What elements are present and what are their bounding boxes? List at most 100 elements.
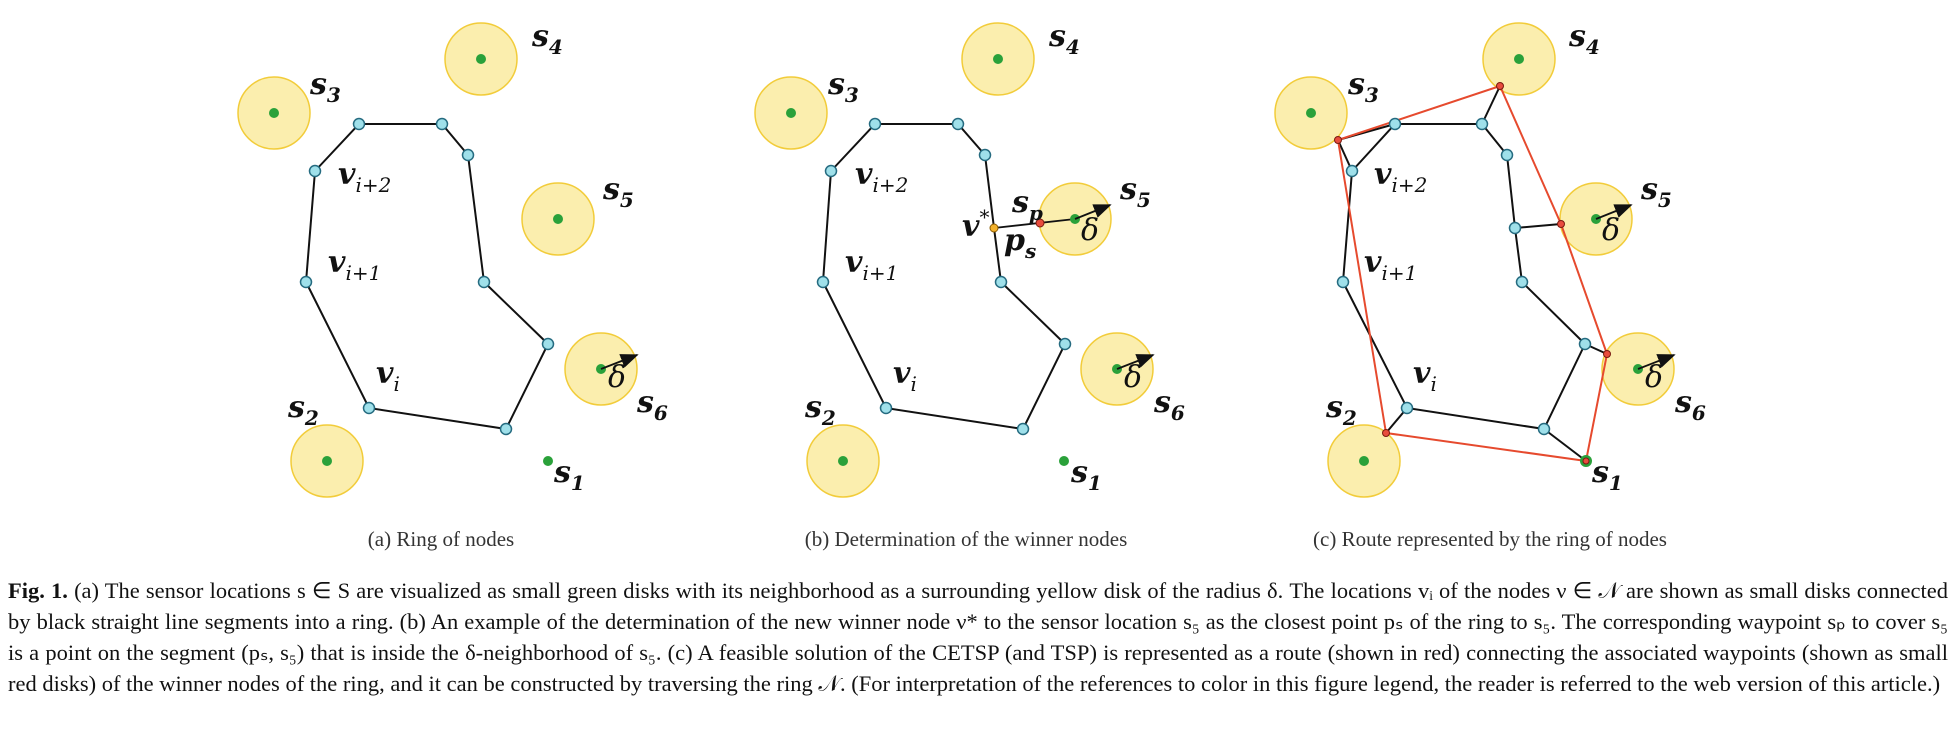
sensor-neighborhoods	[754, 22, 1154, 498]
sensor-points	[269, 54, 606, 466]
sensor-dot-s2	[1359, 456, 1369, 466]
sensor-points	[786, 54, 1122, 466]
label-s6: s6	[1674, 385, 1706, 425]
waypoint-s5	[1557, 220, 1565, 228]
waypoint-s1	[1582, 457, 1590, 465]
sensor-dot-s2	[322, 456, 332, 466]
delta-radius-arrow	[600, 354, 639, 370]
label-s5: s5	[1640, 172, 1672, 212]
ring-node-vi1	[816, 275, 830, 289]
label-v-star: v*	[962, 205, 989, 244]
label-v-i: vi	[376, 356, 400, 396]
sensor-dot-s3	[786, 108, 796, 118]
panel-a-ring-of-nodes: s3 s4 s5 s6 s2 s1 vi+2 vi+1 vi δ (a) Rin…	[237, 19, 668, 551]
ring-node-vi2	[308, 164, 322, 178]
ring-node	[1500, 148, 1514, 162]
label-s5: s5	[602, 172, 634, 212]
ring-node	[1475, 117, 1489, 131]
waypoint-s2	[1382, 429, 1390, 437]
ring-node	[951, 117, 965, 131]
waypoint-s4	[1496, 82, 1504, 90]
label-v-i2: vi+2	[338, 157, 391, 197]
winner-node-v-star	[989, 223, 999, 233]
label-v-i2: vi+2	[855, 157, 908, 197]
label-s4: s4	[531, 19, 563, 59]
ring-node	[1537, 422, 1551, 436]
ring-node	[352, 117, 366, 131]
sensor-dot-s4	[993, 54, 1003, 64]
delta-radius-arrow-s6	[1637, 354, 1676, 370]
ring-node	[1388, 117, 1402, 131]
ring-node	[1508, 221, 1522, 235]
caption-lead: Fig. 1.	[8, 578, 68, 603]
label-v-i1: vi+1	[1364, 245, 1417, 285]
label-delta: δ	[608, 360, 626, 395]
subcaption-c: (c) Route represented by the ring of nod…	[1313, 527, 1667, 551]
label-s1: s1	[553, 455, 585, 495]
label-v-i: vi	[893, 356, 917, 396]
label-s6: s6	[636, 385, 668, 425]
sensor-points	[1306, 54, 1643, 467]
ring-spoke	[1481, 85, 1501, 125]
label-s1: s1	[1591, 455, 1623, 495]
label-v-i1: vi+1	[845, 245, 898, 285]
caption-text: (a) The sensor locations s ∈ S are visua…	[8, 578, 1948, 696]
ring-node	[1515, 275, 1529, 289]
ring-node	[477, 275, 491, 289]
sensor-dot-s3	[269, 108, 279, 118]
label-s4: s4	[1568, 19, 1600, 59]
subcaption-b: (b) Determination of the winner nodes	[805, 527, 1128, 551]
ring-spoke	[1543, 428, 1587, 462]
label-s3: s3	[309, 67, 341, 107]
ring-edges	[304, 123, 550, 431]
sensor-dot-s1	[543, 456, 553, 466]
delta-radius-arrow-s5	[1595, 204, 1633, 220]
label-delta-s6: δ	[1645, 360, 1663, 395]
ring-node	[499, 422, 513, 436]
ring-node-vi1	[299, 275, 313, 289]
label-s6: s6	[1153, 385, 1185, 425]
ring-nodes	[299, 117, 555, 436]
label-s-p: sp	[1011, 185, 1043, 225]
sensor-dot-s1	[1059, 456, 1069, 466]
label-v-i1: vi+1	[328, 245, 381, 285]
subcaption-a: (a) Ring of nodes	[368, 527, 514, 551]
label-delta-s5: δ	[1602, 213, 1620, 248]
waypoints	[1334, 82, 1611, 465]
ring-node	[978, 148, 992, 162]
ring-node	[994, 275, 1008, 289]
sensor-dot-s3	[1306, 108, 1316, 118]
ring-node	[1058, 337, 1072, 351]
ring-node-vi	[1400, 401, 1414, 415]
ring-node-vi	[879, 401, 893, 415]
ring-node	[1016, 422, 1030, 436]
label-delta-s6: δ	[1124, 360, 1142, 395]
label-s2: s2	[287, 390, 319, 430]
waypoint-s6	[1603, 350, 1611, 358]
sensor-dot-s4	[476, 54, 486, 64]
panel-c-route: s3 s4 s5 s6 s2 s1 vi+2 vi+1 vi δ δ (c) R…	[1274, 19, 1706, 551]
label-s3: s3	[1347, 67, 1379, 107]
ring-node	[461, 148, 475, 162]
label-p-s: ps	[1004, 223, 1036, 263]
closest-point-segment	[993, 218, 1076, 229]
figure-diagrams: s3 s4 s5 s6 s2 s1 vi+2 vi+1 vi δ (a) Rin…	[237, 19, 1706, 551]
sensor-dot-s2	[838, 456, 848, 466]
ring-node	[541, 337, 555, 351]
sensor-neighborhoods	[237, 22, 638, 498]
ring-node-vi1	[1336, 275, 1350, 289]
label-s2: s2	[1325, 390, 1357, 430]
label-s3: s3	[827, 67, 859, 107]
ring-nodes	[816, 117, 1072, 436]
waypoint-s-p	[1035, 218, 1045, 228]
ring-spoke	[1514, 223, 1562, 229]
ring-node	[435, 117, 449, 131]
label-s4: s4	[1048, 19, 1080, 59]
ring-node-vi2	[824, 164, 838, 178]
ring-node	[868, 117, 882, 131]
ring-node	[1578, 337, 1592, 351]
delta-radius-arrow-s6	[1116, 354, 1155, 370]
label-s2: s2	[804, 390, 836, 430]
label-v-i2: vi+2	[1374, 157, 1427, 197]
ring-node-vi	[362, 401, 376, 415]
